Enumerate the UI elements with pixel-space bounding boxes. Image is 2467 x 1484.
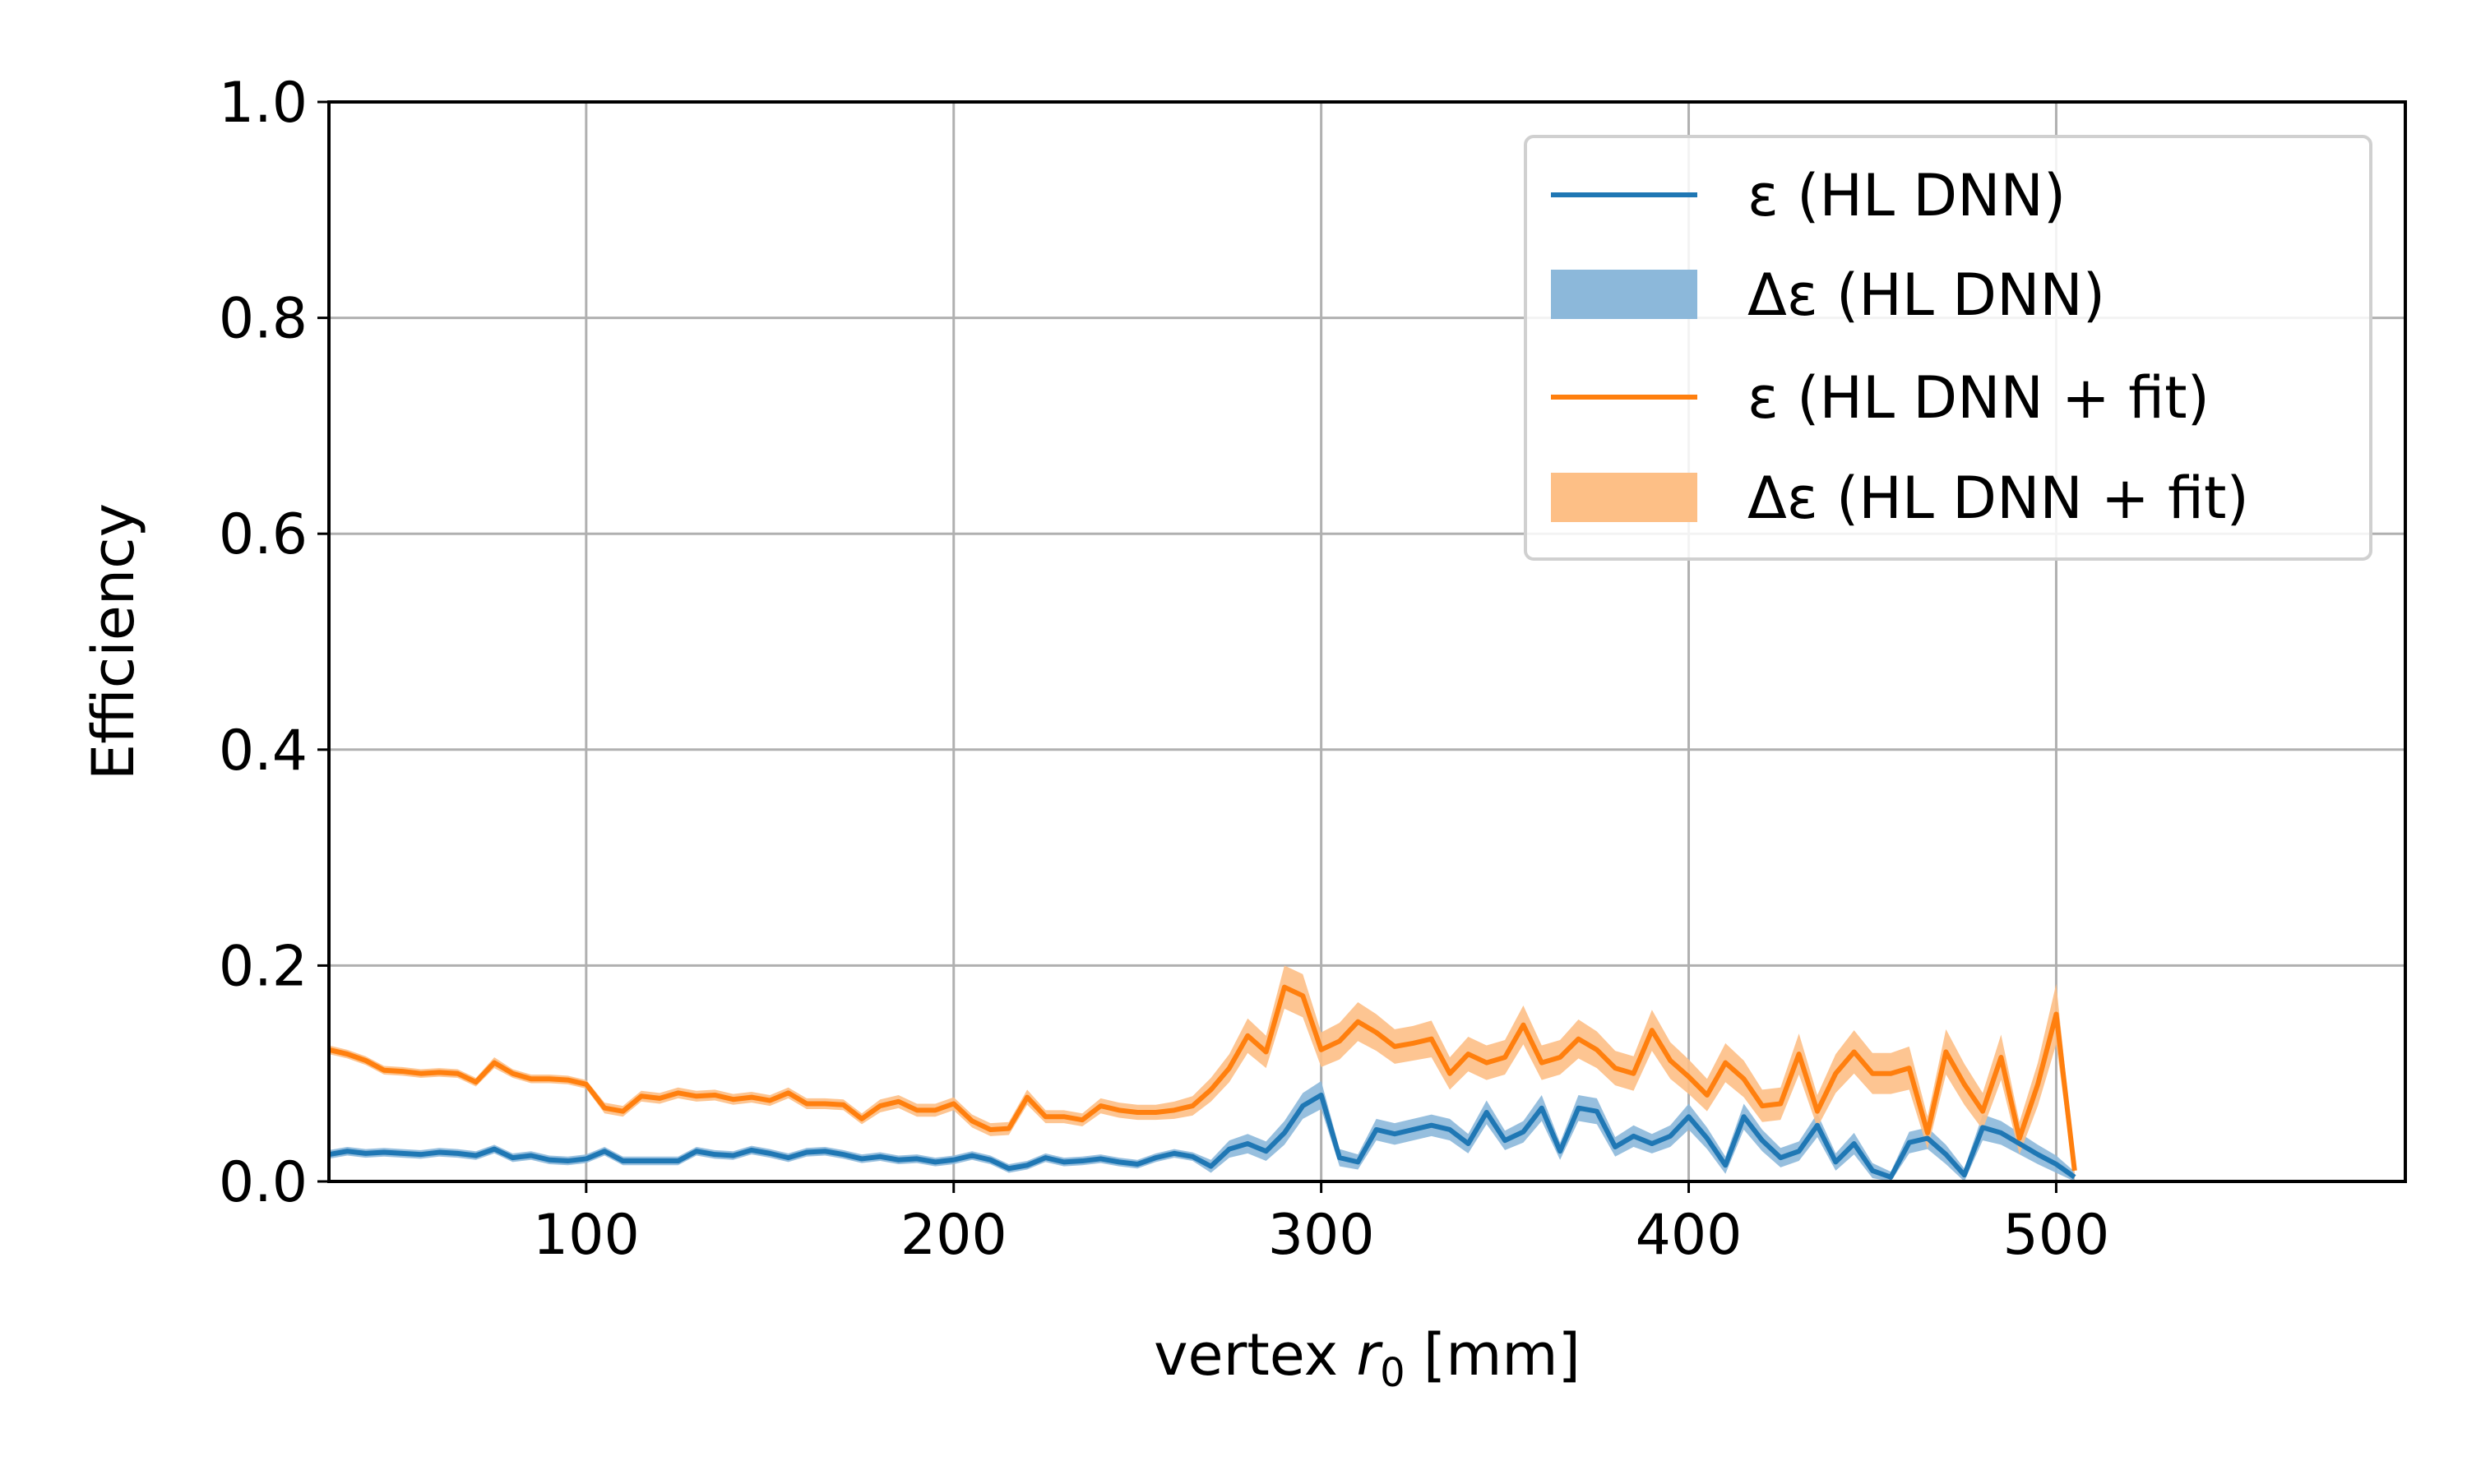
plot-frame xyxy=(327,100,2407,1183)
series-line-hl-dnn-fit xyxy=(328,984,2077,1172)
legend-label-orange-band: Δε (HL DNN + fit) xyxy=(1747,465,2249,532)
x-axis-label-variable: r xyxy=(1356,1321,1383,1389)
x-tick-label: 300 xyxy=(1268,1203,1375,1268)
x-axis-label-subscript: 0 xyxy=(1380,1350,1405,1396)
y-tick-label: 1.0 xyxy=(219,71,308,136)
x-tick-label: 400 xyxy=(1636,1203,1743,1268)
y-tick-label: 0.0 xyxy=(219,1150,308,1215)
axis-ticks: 100 200 300 400 500 0.0 0.2 0.4 0.6 0.8 1.0 xyxy=(219,71,2109,1268)
y-tick-label: 0.6 xyxy=(219,502,308,567)
legend-swatch-band-orange xyxy=(1551,473,1697,522)
x-axis-label-suffix: [mm] xyxy=(1405,1321,1581,1389)
x-tick-label: 500 xyxy=(2003,1203,2110,1268)
legend-label-blue-line: ε (HL DNN) xyxy=(1747,162,2066,229)
legend-label-blue-band: Δε (HL DNN) xyxy=(1747,261,2105,329)
y-tick-label: 0.2 xyxy=(219,934,308,999)
series-line-hl-dnn xyxy=(328,1092,2076,1180)
x-tick-label: 200 xyxy=(900,1203,1007,1268)
y-tick-label: 0.8 xyxy=(219,287,308,352)
legend-label-orange-line: ε (HL DNN + fit) xyxy=(1747,364,2210,432)
plot-area xyxy=(328,965,2077,1181)
x-axis-label-prefix: vertex xyxy=(1154,1321,1356,1389)
y-axis-label: Efficiency xyxy=(80,503,147,780)
x-tick-label: 100 xyxy=(533,1203,640,1268)
x-axis-label: vertex r0 [mm] xyxy=(1154,1321,1581,1396)
uncertainty-band-hl-dnn xyxy=(329,1080,2075,1181)
uncertainty-band-hl-dnn-fit xyxy=(329,965,2075,1181)
legend-box xyxy=(1524,135,2372,561)
legend: ε (HL DNN) Δε (HL DNN) ε (HL DNN + fit) … xyxy=(1524,135,2372,561)
y-tick-label: 0.4 xyxy=(219,719,308,784)
legend-swatch-band-blue xyxy=(1551,270,1697,319)
